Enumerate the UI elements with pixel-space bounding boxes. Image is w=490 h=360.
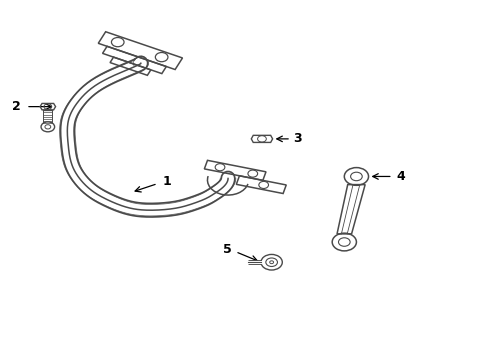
- Text: 3: 3: [294, 132, 302, 145]
- Text: 4: 4: [396, 170, 405, 183]
- Text: 1: 1: [163, 175, 172, 188]
- Text: 2: 2: [12, 100, 21, 113]
- Text: 5: 5: [223, 243, 232, 256]
